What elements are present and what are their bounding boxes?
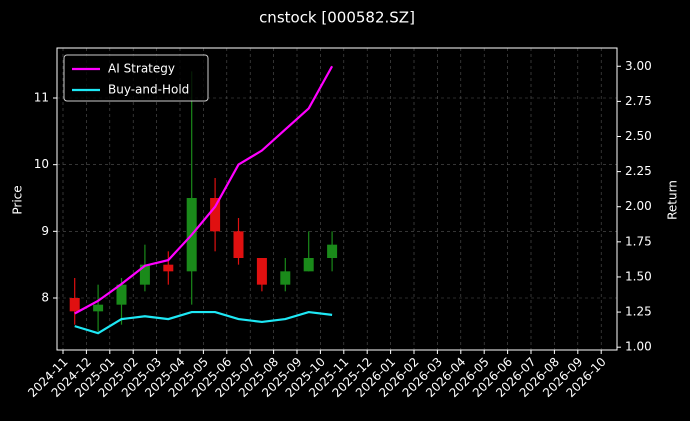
candle-body	[139, 264, 150, 285]
plot-frame	[56, 47, 618, 351]
y2-tick-label: 2.50	[625, 129, 652, 143]
candle-body	[93, 304, 104, 312]
y-tick-label: 11	[34, 91, 49, 105]
candle-body	[163, 264, 174, 272]
y-tick-label: 8	[41, 291, 49, 305]
candle-body	[327, 244, 338, 258]
candle-body	[69, 298, 80, 312]
candle-body	[233, 231, 244, 258]
y-tick-label: 10	[34, 157, 49, 171]
chart-title: cnstock [000582.SZ]	[259, 9, 415, 27]
series-line	[74, 310, 333, 335]
y2-tick-label: 3.00	[625, 59, 652, 73]
y2-tick-label: 1.75	[625, 234, 652, 248]
y-axis-label: Price	[11, 185, 25, 214]
candle-body	[280, 271, 291, 285]
y2-tick-label: 2.75	[625, 94, 652, 108]
legend-label: Buy-and-Hold	[108, 83, 189, 97]
y2-tick-label: 2.00	[625, 199, 652, 213]
y2-tick-label: 2.25	[625, 164, 652, 178]
y2-tick-label: 1.00	[625, 340, 652, 354]
y2-tick-label: 1.50	[625, 269, 652, 283]
legend-label: AI Strategy	[108, 62, 175, 76]
y2-axis-label: Return	[666, 180, 680, 220]
series-line	[74, 65, 334, 315]
candle-body	[256, 258, 267, 285]
y-tick-label: 9	[41, 224, 49, 238]
candle-body	[210, 198, 221, 232]
legend: AI Strategy Buy-and-Hold	[63, 54, 209, 102]
candle-body	[116, 284, 127, 305]
y2-tick-label: 1.25	[625, 305, 652, 319]
candle-body	[303, 258, 314, 272]
